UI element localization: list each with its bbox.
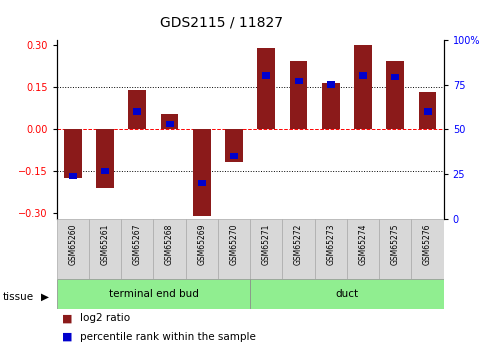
Bar [347, 219, 379, 279]
Text: GSM65269: GSM65269 [197, 224, 207, 265]
Bar [225, 129, 243, 161]
Text: duct: duct [335, 289, 358, 299]
Bar [69, 173, 77, 179]
Bar [327, 81, 335, 88]
Bar [423, 108, 431, 115]
Text: GSM65273: GSM65273 [326, 224, 335, 265]
Bar [419, 91, 436, 129]
Text: ■: ■ [62, 313, 72, 323]
Bar [322, 83, 340, 129]
Bar [161, 114, 178, 129]
Bar [290, 61, 308, 129]
Bar [354, 45, 372, 129]
Text: GSM65268: GSM65268 [165, 224, 174, 265]
Text: GSM65261: GSM65261 [101, 224, 109, 265]
Bar [186, 219, 218, 279]
Bar [230, 153, 238, 159]
Text: GDS2115 / 11827: GDS2115 / 11827 [160, 16, 283, 30]
Bar [359, 72, 367, 79]
Text: terminal end bud: terminal end bud [108, 289, 198, 299]
Text: ■: ■ [62, 332, 72, 342]
Bar [379, 219, 412, 279]
Bar [315, 219, 347, 279]
Bar [64, 129, 82, 178]
Text: GSM65260: GSM65260 [69, 224, 77, 265]
Text: GSM65270: GSM65270 [230, 224, 239, 265]
Bar [57, 279, 250, 309]
Bar [57, 219, 89, 279]
Bar [133, 108, 141, 115]
Bar [89, 219, 121, 279]
Text: tissue: tissue [2, 292, 34, 302]
Bar [391, 74, 399, 80]
Bar [387, 61, 404, 129]
Text: GSM65274: GSM65274 [358, 224, 368, 265]
Bar [250, 279, 444, 309]
Text: GSM65275: GSM65275 [391, 224, 400, 265]
Bar [129, 90, 146, 129]
Text: GSM65271: GSM65271 [262, 224, 271, 265]
Bar [153, 219, 186, 279]
Text: GSM65276: GSM65276 [423, 224, 432, 265]
Bar [250, 219, 282, 279]
Bar [96, 129, 114, 188]
Text: ▶: ▶ [41, 292, 49, 302]
Bar [121, 219, 153, 279]
Text: GSM65267: GSM65267 [133, 224, 142, 265]
Bar [218, 219, 250, 279]
Bar [282, 219, 315, 279]
Bar [262, 72, 270, 79]
Bar [257, 48, 275, 129]
Text: percentile rank within the sample: percentile rank within the sample [80, 332, 256, 342]
Bar [295, 78, 303, 84]
Text: GSM65272: GSM65272 [294, 224, 303, 265]
Bar [412, 219, 444, 279]
Bar [198, 180, 206, 186]
Text: log2 ratio: log2 ratio [80, 313, 131, 323]
Bar [193, 129, 211, 216]
Bar [101, 168, 109, 174]
Bar [166, 121, 174, 127]
